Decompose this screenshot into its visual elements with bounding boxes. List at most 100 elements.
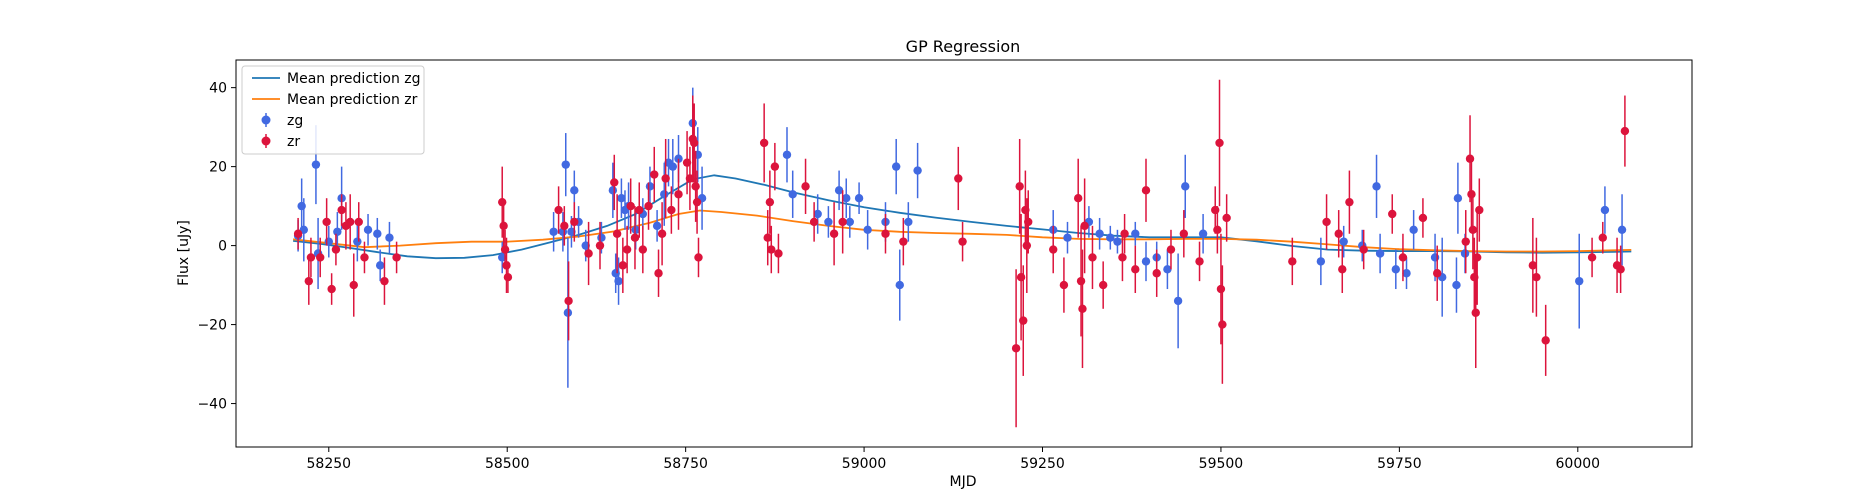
data-point-zr [1528, 261, 1538, 270]
data-point-zr [691, 182, 700, 191]
data-point-zr [392, 253, 401, 262]
data-point-zg [1063, 233, 1072, 242]
data-point-zr [304, 276, 313, 286]
data-point-zr [554, 205, 563, 215]
data-point-zr [1118, 253, 1127, 262]
data-point-zr [1598, 233, 1607, 242]
data-point-zg [1316, 257, 1326, 266]
data-point-zr [1131, 265, 1140, 274]
x-axis-ticks: 58250 58500 58750 59000 59250 59500 59750 60000 [307, 447, 1600, 472]
data-point-zg [353, 237, 362, 246]
data-point-zr [809, 217, 819, 227]
data-point-zg [1575, 276, 1584, 286]
data-point-zr [1433, 269, 1442, 278]
data-point-zr [759, 138, 769, 148]
y-tick-label: 0 [218, 239, 227, 255]
data-point-zg [363, 225, 373, 235]
data-point-zg [1181, 182, 1190, 191]
data-point-zr [635, 205, 644, 215]
data-point-zr [1080, 221, 1089, 231]
data-point-zr [690, 138, 699, 148]
data-point-zg [1113, 237, 1122, 246]
data-point-zr [1141, 186, 1151, 195]
data-point-zg [1339, 237, 1348, 246]
data-point-zg [1198, 229, 1208, 238]
data-point-zr [499, 221, 508, 231]
data-point-zg [1375, 249, 1385, 258]
data-point-zg [1617, 225, 1627, 235]
data-point-zg [581, 241, 590, 250]
chart-title: GP Regression [906, 37, 1021, 56]
data-point-zr [1465, 154, 1475, 163]
data-point-zr [1098, 280, 1108, 290]
data-point-zg [1453, 194, 1463, 203]
data-point-zg [375, 261, 385, 270]
y-tick-label: 40 [209, 81, 227, 97]
data-point-zr [1166, 245, 1176, 254]
data-point-zr [1015, 182, 1024, 191]
data-point-zg [1173, 296, 1183, 306]
legend-label-zr: zr [287, 134, 300, 150]
data-point-zg [895, 280, 904, 290]
data-point-zr [1218, 320, 1227, 329]
data-point-zg [1106, 233, 1115, 242]
data-point-zr [692, 197, 702, 207]
data-point-zr [657, 229, 667, 238]
data-point-zg [297, 201, 306, 211]
data-point-zr [570, 217, 579, 227]
x-tick-label: 58750 [663, 456, 708, 472]
data-point-zg [1600, 205, 1610, 215]
data-point-zg [597, 233, 606, 242]
data-point-zr [774, 249, 783, 258]
data-point-zr [502, 261, 511, 270]
data-point-zg [1095, 229, 1104, 238]
data-point-zr [1322, 217, 1331, 227]
data-point-zr [1152, 269, 1161, 278]
data-point-zr [322, 217, 331, 227]
data-point-zr [1418, 213, 1428, 223]
data-point-zr [674, 190, 683, 199]
data-point-zr [1022, 241, 1032, 250]
data-point-zr [618, 261, 628, 270]
data-point-zg [824, 217, 833, 227]
data-point-zr [650, 170, 659, 179]
data-point-zr [1388, 209, 1397, 219]
data-point-zr [584, 249, 593, 258]
data-point-zr [1472, 253, 1482, 262]
x-tick-label: 59750 [1377, 456, 1422, 472]
data-point-zr [622, 245, 632, 254]
data-point-zg [1372, 182, 1381, 191]
data-point-zg [1409, 225, 1418, 235]
data-point-zg [863, 225, 872, 235]
x-tick-label: 59250 [1020, 456, 1065, 472]
data-point-zg [385, 233, 394, 242]
data-point-zr [1288, 257, 1297, 266]
axes: 58250 58500 58750 59000 59250 59500 59750 60000… [197, 59, 1693, 472]
x-tick-label: 58250 [307, 456, 352, 472]
data-point-zr [595, 241, 605, 250]
data-point-zr [316, 253, 325, 262]
data-point-zg [1452, 280, 1461, 290]
legend-label-zg: zg [287, 113, 303, 129]
data-point-zr [560, 221, 569, 231]
data-point-zr [1398, 253, 1408, 262]
data-point-zr [1016, 272, 1026, 282]
data-point-zr [770, 162, 780, 171]
data-point-zr [1195, 257, 1204, 266]
data-point-zg [1141, 257, 1151, 266]
data-point-zr [1011, 344, 1021, 353]
data-point-zr [331, 245, 341, 254]
y-tick-label: −40 [197, 397, 227, 413]
y-axis-ticks: −40 −20 0 20 40 [197, 81, 236, 413]
data-point-zr [1076, 276, 1086, 286]
mean-prediction-line-zg [293, 174, 1632, 260]
data-point-zr [1049, 245, 1058, 254]
legend-label-mean-zr: Mean prediction zr [287, 92, 418, 108]
data-point-zg [333, 227, 342, 236]
data-point-zr [661, 174, 670, 183]
data-point-zr [958, 237, 967, 246]
data-point-zg [1430, 253, 1440, 262]
data-point-zr [345, 217, 355, 227]
data-point-zr [767, 245, 776, 254]
data-point-zr [954, 174, 963, 183]
